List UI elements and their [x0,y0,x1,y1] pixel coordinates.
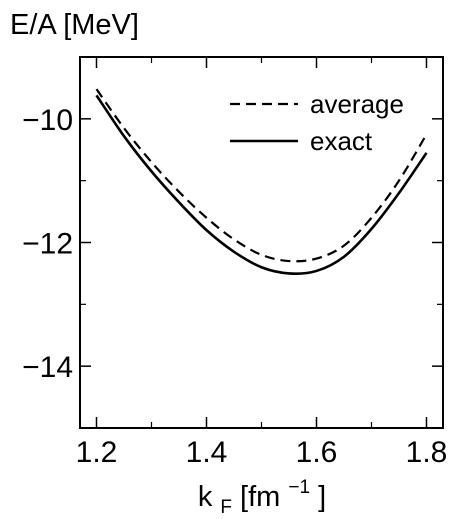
x-tick-label: 1.8 [406,436,448,469]
y-tick-label: −14 [22,351,73,384]
x-axis-label-unit-open: [fm [240,481,280,513]
x-axis-label: k F [fm −1 ] [198,468,326,519]
x-axis-label-unit-close: ] [318,481,326,513]
y-axis-tick-labels: −10 −12 −14 [22,104,73,384]
x-tick-label: 1.6 [296,436,338,469]
x-axis-tick-labels: 1.2 1.4 1.6 1.8 [76,436,448,469]
x-axis-label-superscript: −1 [288,477,310,498]
y-axis-label: E/A [MeV] [10,9,139,41]
series-exact-line [95,94,428,275]
x-axis-label-subscript: F [220,497,232,518]
y-tick-label: −10 [22,104,73,137]
series-layer [95,88,428,275]
x-tick-label: 1.4 [186,436,228,469]
y-tick-label: −12 [22,228,73,261]
plot-frame [79,56,444,429]
x-tick-label: 1.2 [76,436,118,469]
legend: average exact [230,89,404,156]
legend-exact-label: exact [310,126,373,156]
legend-average-label: average [310,89,404,119]
x-axis-label-main: k [198,481,213,513]
